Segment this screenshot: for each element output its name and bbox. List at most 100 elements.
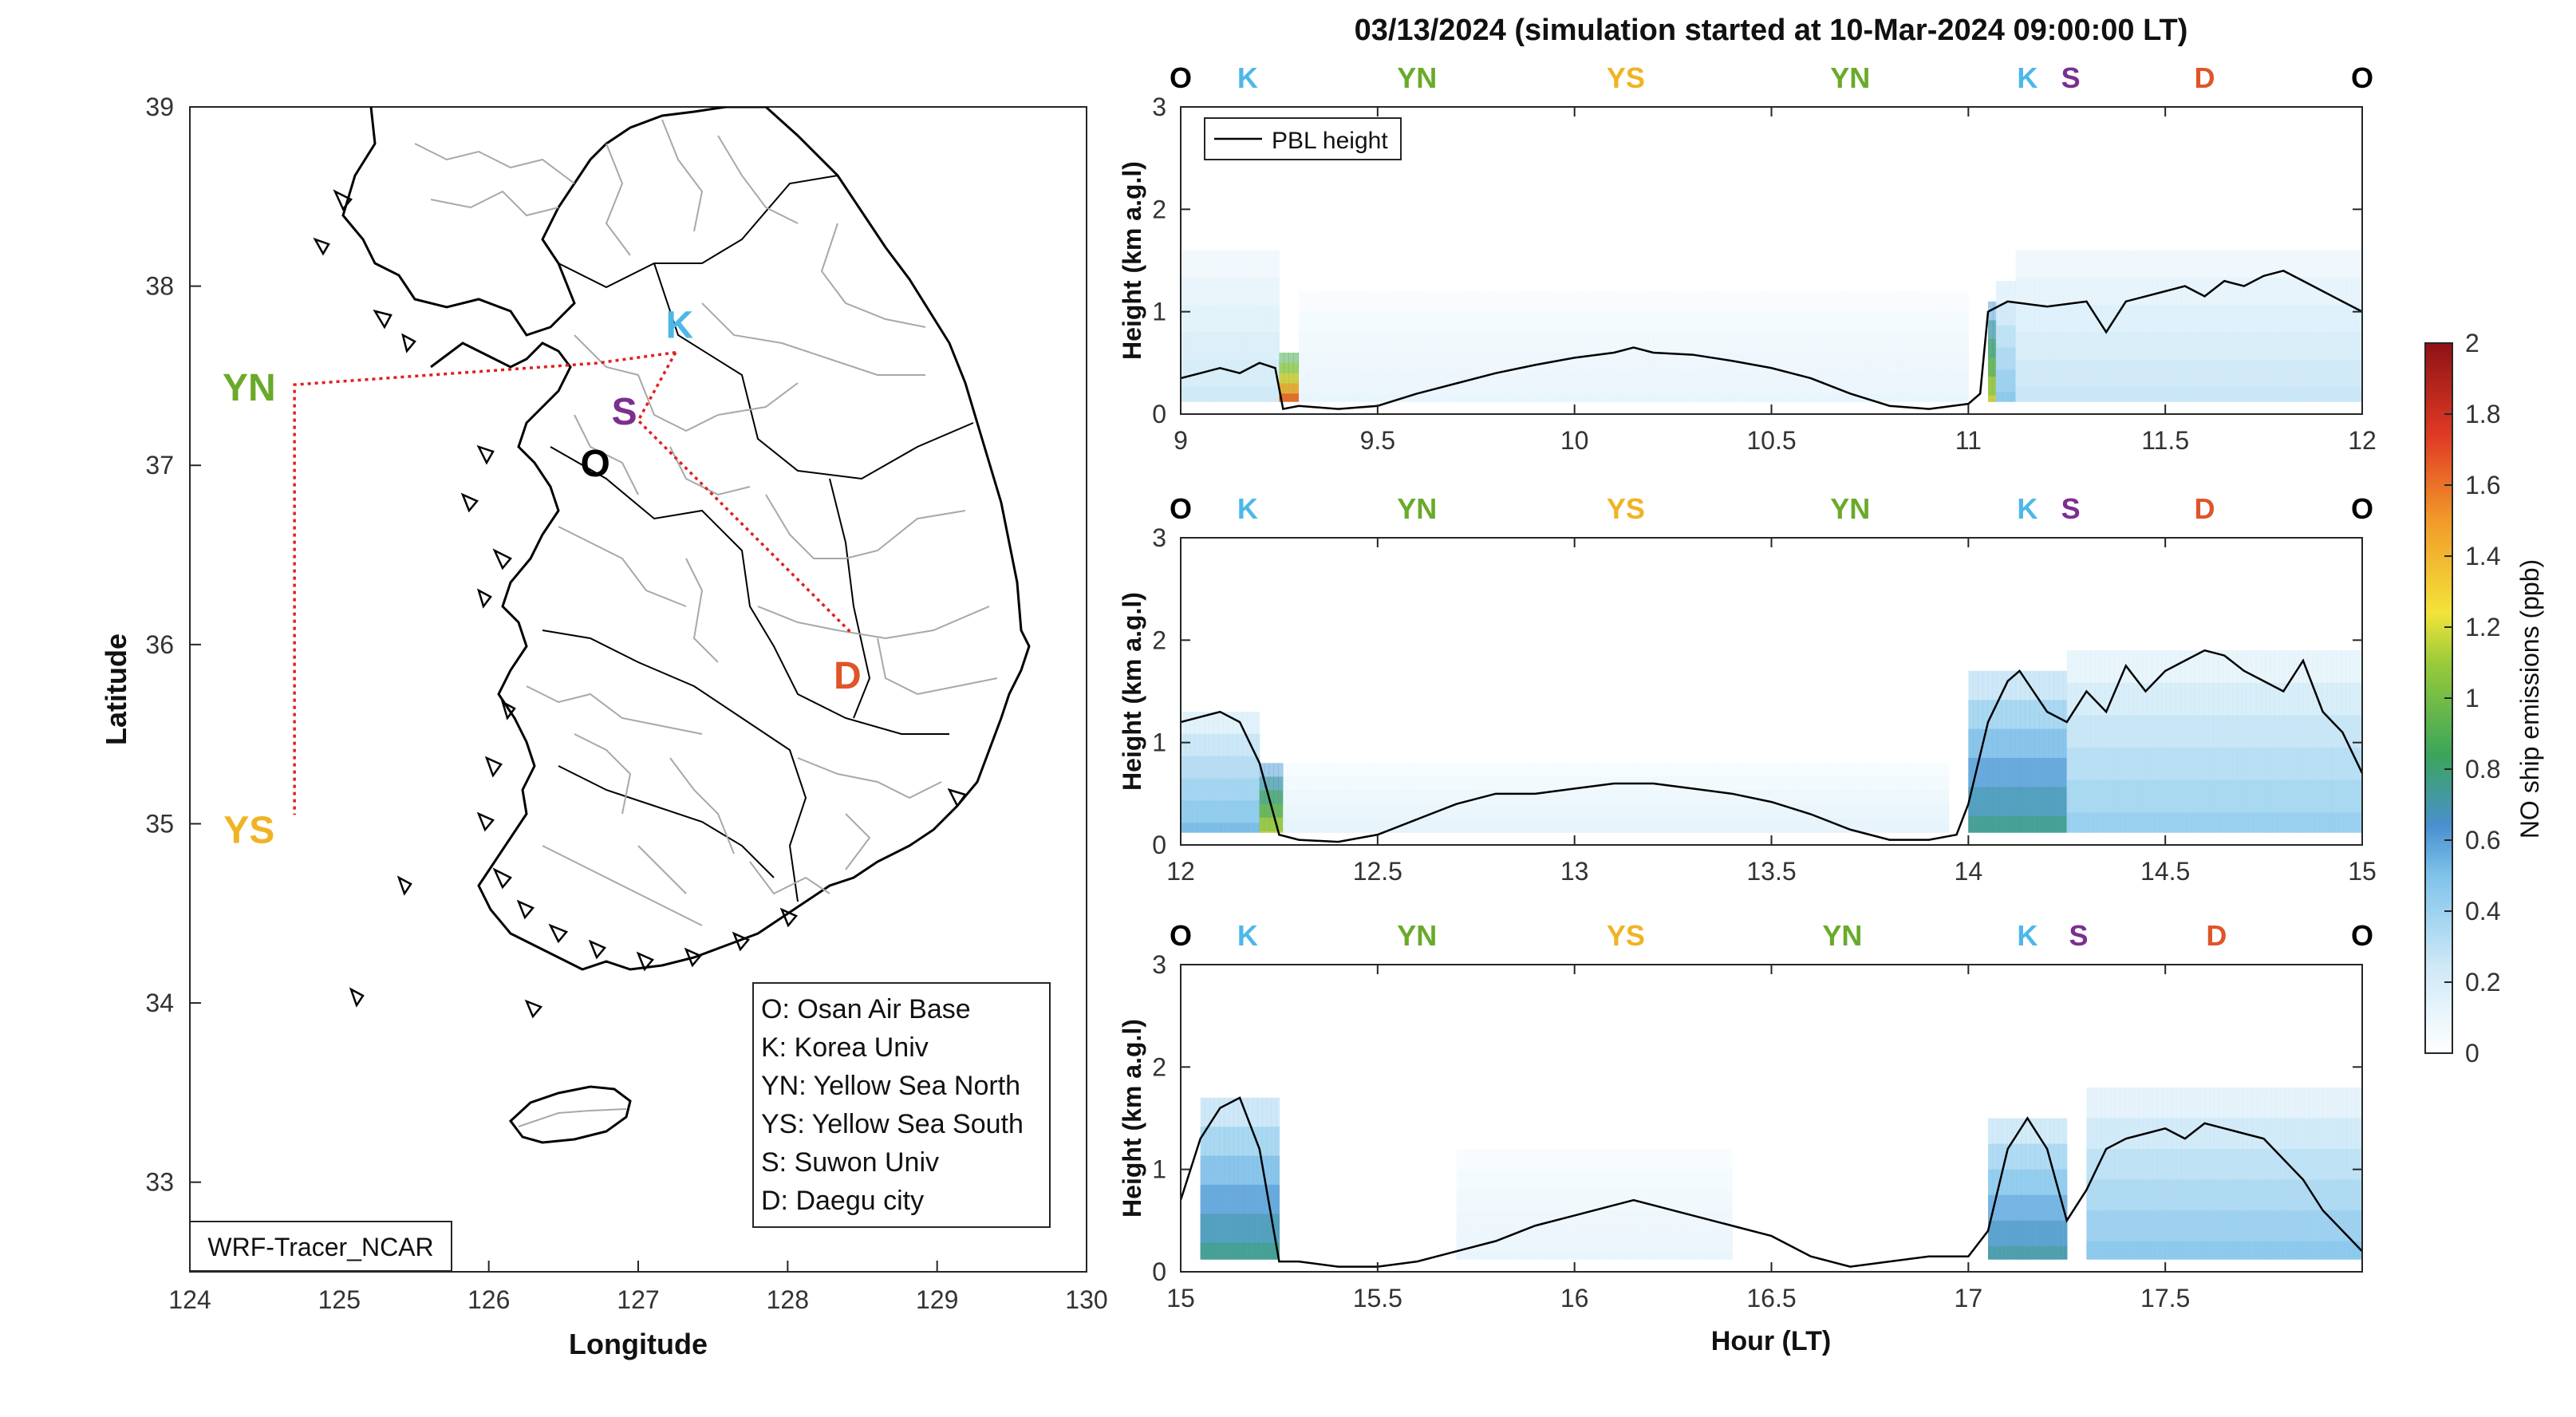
concentration-cell: [1702, 1251, 1708, 1260]
concentration-cell: [1921, 831, 1927, 833]
concentration-cell: [2199, 780, 2205, 833]
concentration-cell: [1840, 817, 1846, 833]
concentration-cell: [1445, 373, 1451, 402]
concentration-cell: [1695, 373, 1702, 402]
concentration-cell: [1327, 373, 1333, 402]
concentration-cell: [2251, 386, 2258, 402]
concentration-cell: [2057, 787, 2064, 833]
concentration-cell: [1995, 369, 2002, 402]
concentration-cell: [1987, 815, 1993, 833]
concentration-cell: [2270, 386, 2276, 402]
concentration-cell: [1185, 359, 1191, 402]
concentration-cell: [2256, 359, 2262, 402]
concentration-cell: [1868, 817, 1875, 833]
concentration-cell: [2152, 812, 2157, 833]
concentration-cell: [1322, 393, 1328, 402]
concentration-cell: [2128, 780, 2134, 833]
concentration-cell: [1453, 831, 1459, 833]
concentration-cell: [2238, 1210, 2243, 1260]
concentration-cell: [1616, 1251, 1623, 1260]
concentration-cell: [1793, 817, 1799, 833]
concentration-cell: [1682, 1251, 1689, 1260]
concentration-cell: [1443, 831, 1450, 833]
concentration-cell: [2356, 1241, 2361, 1260]
concentration-cell: [1387, 831, 1393, 833]
concentration-cell: [2190, 359, 2196, 402]
concentration-cell: [2021, 1245, 2027, 1260]
concentration-cell: [2049, 1245, 2055, 1260]
concentration-cell: [1417, 373, 1422, 402]
concentration-cell: [1260, 386, 1267, 402]
concentration-cell: [1278, 831, 1284, 833]
concentration-cell: [1936, 393, 1943, 402]
concentration-cell: [2062, 815, 2068, 833]
concentration-cell: [2001, 815, 2007, 833]
concentration-cell: [1911, 831, 1917, 833]
concentration-cell: [2030, 787, 2035, 833]
concentration-cell: [1538, 831, 1544, 833]
concentration-cell: [1213, 386, 1219, 402]
concentration-cell: [2242, 1210, 2248, 1260]
panel-ytick-label: 0: [1152, 831, 1166, 859]
concentration-cell: [1847, 393, 1852, 402]
concentration-cell: [2015, 386, 2022, 402]
concentration-cell: [2040, 1245, 2045, 1260]
concentration-cell: [1459, 373, 1466, 402]
concentration-cell: [1205, 1242, 1211, 1260]
concentration-cell: [1412, 373, 1418, 402]
concentration-cell: [2006, 1245, 2013, 1260]
concentration-cell: [2242, 1241, 2248, 1260]
concentration-cell: [2280, 1241, 2286, 1260]
concentration-cell: [1367, 817, 1374, 833]
concentration-cell: [1316, 831, 1322, 833]
concentration-cell: [2030, 1220, 2036, 1260]
map-ylabel: Latitude: [100, 634, 132, 745]
concentration-cell: [1548, 817, 1553, 833]
concentration-cell: [2020, 815, 2026, 833]
concentration-cell: [2053, 386, 2059, 402]
concentration-cell: [2346, 386, 2352, 402]
panel-ytick-label: 0: [1152, 400, 1166, 428]
concentration-cell: [1213, 800, 1219, 833]
concentration-cell: [1223, 386, 1229, 402]
concentration-cell: [1516, 393, 1522, 402]
concentration-cell: [1747, 393, 1753, 402]
concentration-cell: [2326, 780, 2333, 833]
panel-xtick-label: 12.5: [1353, 857, 1402, 886]
concentration-cell: [2143, 1210, 2149, 1260]
concentration-cell: [1587, 393, 1592, 402]
concentration-cell: [2020, 359, 2026, 402]
concentration-cell: [1889, 373, 1896, 402]
concentration-cell: [1988, 1220, 1994, 1260]
concentration-cell: [1795, 393, 1801, 402]
concentration-cell: [1978, 815, 1983, 833]
concentration-cell: [1703, 831, 1710, 833]
map-site-label-k: K: [666, 305, 694, 347]
concentration-cell: [1737, 831, 1742, 833]
concentration-cell: [1606, 373, 1611, 402]
concentration-cell: [2161, 812, 2167, 833]
concentration-cell: [2072, 359, 2078, 402]
concentration-cell: [1936, 373, 1943, 402]
concentration-cell: [1817, 817, 1823, 833]
concentration-cell: [1264, 831, 1270, 833]
concentration-cell: [1836, 831, 1841, 833]
concentration-cell: [1564, 1251, 1571, 1260]
concentration-cell: [1911, 817, 1917, 833]
map-site-label-yn: YN: [223, 367, 276, 409]
concentration-cell: [2062, 359, 2069, 402]
concentration-cell: [1546, 1251, 1552, 1260]
concentration-cell: [1477, 831, 1482, 833]
concentration-cell: [2010, 787, 2017, 833]
concentration-cell: [1635, 1230, 1642, 1260]
concentration-cell: [1760, 831, 1766, 833]
concentration-cell: [1888, 817, 1894, 833]
concentration-cell: [1798, 831, 1804, 833]
concentration-cell: [2341, 1210, 2347, 1260]
concentration-cell: [1761, 393, 1768, 402]
concentration-cell: [1525, 393, 1531, 402]
concentration-cell: [2010, 392, 2016, 402]
concentration-cell: [1939, 817, 1946, 833]
concentration-cell: [1600, 831, 1605, 833]
